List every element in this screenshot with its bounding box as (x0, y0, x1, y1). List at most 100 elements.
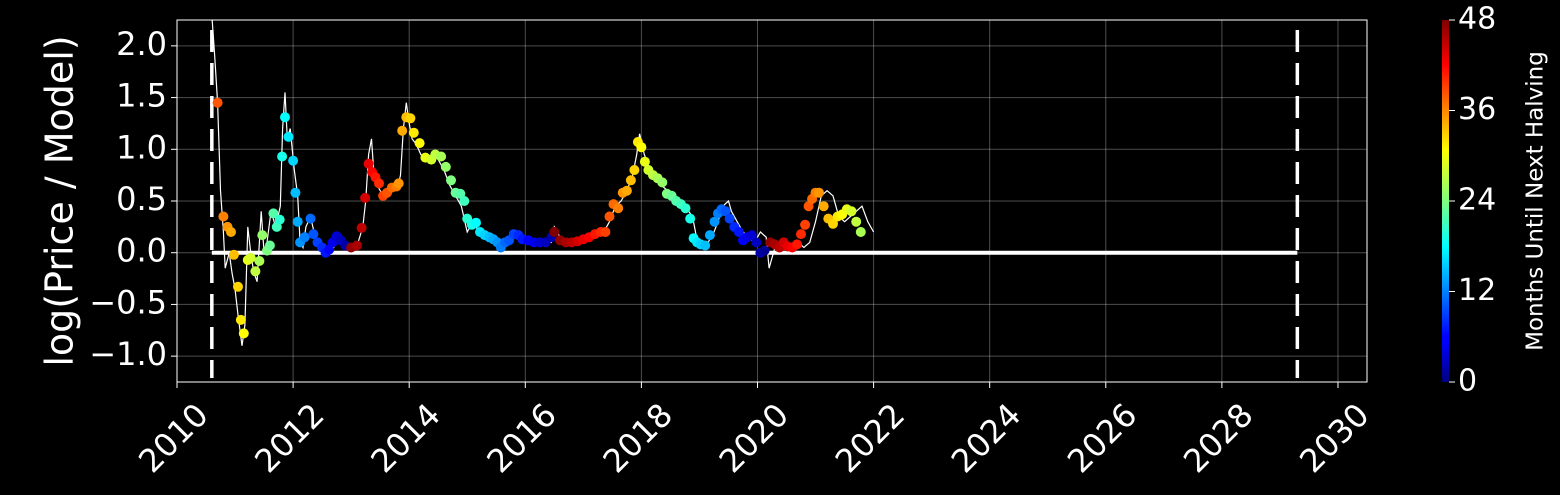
data-point (245, 252, 256, 263)
y-tick-label: 1.5 (116, 77, 167, 115)
data-point (212, 97, 223, 108)
x-tick-label: 2030 (1292, 396, 1376, 480)
data-point (625, 175, 636, 186)
data-point (440, 161, 451, 172)
data-point (800, 219, 811, 230)
data-point (704, 230, 715, 241)
data-point (724, 213, 735, 224)
x-tick-label: 2014 (363, 396, 447, 480)
data-point (292, 216, 303, 227)
data-point (846, 206, 857, 217)
colorbar-tick-label: 36 (1458, 92, 1496, 127)
data-point (374, 178, 384, 189)
data-point (305, 213, 316, 224)
colorbar-tick-label: 24 (1458, 183, 1496, 218)
data-point (720, 206, 731, 217)
x-tick-label: 2020 (712, 396, 796, 480)
colorbar-ticks: 0 12 24 36 48 (1449, 2, 1496, 399)
x-tick-label: 2024 (944, 396, 1028, 480)
y-tick-label: 0.0 (116, 232, 167, 270)
grid (176, 20, 1367, 382)
price-model-line (211, 20, 875, 346)
data-point (290, 187, 301, 198)
data-point (746, 230, 757, 241)
x-tick-label: 2022 (828, 396, 912, 480)
data-point (352, 240, 362, 251)
y-tick-label: −0.5 (89, 283, 167, 321)
data-point (629, 165, 640, 175)
data-point (233, 281, 243, 292)
x-tick-label: 2010 (131, 396, 215, 480)
data-point (818, 201, 829, 212)
x-tick-label: 2028 (1176, 396, 1260, 480)
data-point (274, 214, 285, 225)
colorbar-tick-label: 0 (1458, 364, 1477, 399)
x-tick-label: 2026 (1060, 396, 1144, 480)
data-point (733, 227, 744, 237)
data-point (792, 239, 802, 250)
data-point (636, 142, 647, 153)
data-point (254, 256, 265, 266)
y-axis: −1.0 −0.5 0.0 0.5 1.0 1.5 2.0 (89, 25, 177, 373)
data-point (393, 178, 404, 189)
colorbar-label: Months Until Next Halving (1523, 51, 1549, 351)
colorbar: 0 12 24 36 48 Months Until Next Halving (1442, 2, 1549, 399)
data-point (604, 211, 615, 222)
reference-lines (210, 30, 1300, 378)
y-tick-label: 2.0 (116, 25, 167, 63)
data-point (751, 237, 762, 248)
x-axis: 2010 2012 2014 2016 2018 2020 2022 2024 2026 2028… (131, 382, 1377, 480)
data-point (639, 156, 650, 167)
data-point (446, 175, 456, 186)
data-point (796, 229, 806, 240)
y-tick-label: 0.5 (116, 180, 167, 218)
x-tick-label: 2018 (596, 396, 680, 480)
data-point (288, 155, 299, 166)
data-point (828, 218, 838, 229)
data-point (264, 240, 275, 251)
data-point (685, 213, 696, 224)
data-point (299, 232, 310, 243)
data-point (250, 266, 261, 277)
data-point (226, 227, 236, 237)
data-point (436, 151, 447, 162)
data-point (680, 203, 691, 214)
data-point (549, 227, 560, 237)
data-points (212, 97, 866, 339)
data-point (277, 151, 288, 162)
colorbar-tick-label: 48 (1458, 2, 1496, 37)
plot-area (210, 20, 1300, 378)
data-point (363, 158, 374, 169)
data-point (257, 230, 268, 241)
data-point (613, 203, 624, 214)
data-point (414, 138, 425, 149)
data-point (459, 196, 470, 206)
x-tick-label: 2016 (479, 396, 563, 480)
data-point (218, 211, 229, 222)
data-point (851, 216, 862, 227)
colorbar-tick-label: 12 (1458, 273, 1496, 308)
data-point (471, 217, 481, 228)
data-point (814, 187, 824, 198)
data-point (855, 227, 866, 237)
data-point (657, 177, 668, 188)
data-point (397, 125, 408, 136)
data-point (360, 192, 371, 203)
data-point (308, 229, 319, 240)
data-point (283, 131, 294, 142)
data-point (268, 208, 279, 219)
data-point (405, 113, 416, 124)
y-tick-label: −1.0 (89, 335, 167, 373)
data-point (759, 245, 770, 256)
data-point (700, 240, 711, 251)
data-point (280, 112, 290, 123)
data-point (356, 222, 367, 233)
data-point (621, 185, 632, 196)
data-point (600, 227, 611, 237)
x-tick-label: 2012 (247, 396, 331, 480)
data-point (238, 328, 249, 339)
data-point (228, 249, 239, 260)
y-axis-label: log(Price / Model) (38, 35, 82, 366)
colorbar-gradient (1442, 20, 1449, 382)
